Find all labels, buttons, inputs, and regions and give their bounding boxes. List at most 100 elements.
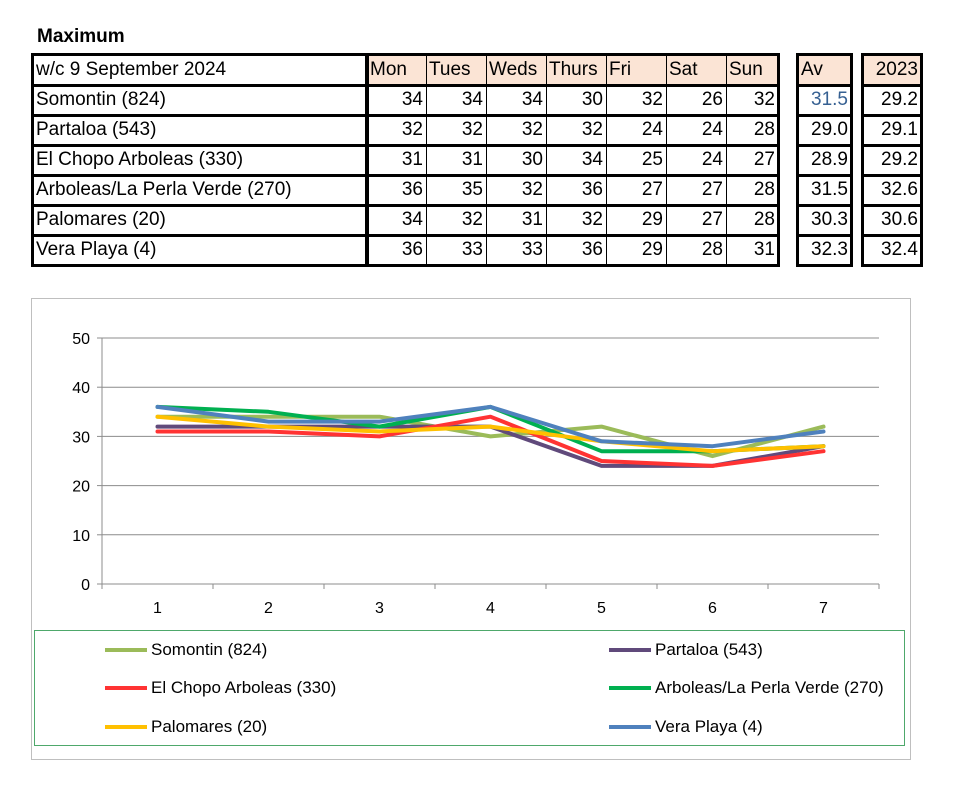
average-header: Av [798, 56, 851, 84]
row-divider [863, 174, 921, 177]
x-tick-label: 7 [819, 600, 828, 617]
table-cell-value: 33 [461, 239, 483, 260]
legend-item: El Chopo Arboleas (330) [105, 678, 337, 698]
station-name: Palomares (20) [36, 209, 166, 230]
y-tick-label: 50 [72, 331, 90, 348]
series-line-palomares-20 [155, 414, 826, 454]
table-cell-value: 33 [521, 239, 543, 260]
table-cell-value: 30 [521, 149, 543, 170]
average-value: 31.5 [811, 179, 848, 200]
row-divider [863, 144, 921, 147]
table-cell-value: 28 [753, 179, 775, 200]
y-tick-label: 40 [72, 380, 90, 397]
legend-label: Palomares (20) [151, 717, 268, 736]
legend-item: Arboleas/La Perla Verde (270) [609, 678, 884, 698]
legend-label: Vera Playa (4) [655, 717, 763, 736]
table-cell-value: 27 [701, 209, 723, 230]
row-divider [33, 144, 778, 147]
table-cell-value: 35 [461, 179, 483, 200]
year-2023-value: 32.6 [881, 179, 918, 200]
legend-item: Partaloa (543) [609, 640, 763, 660]
legend-swatch [105, 648, 147, 652]
year-2023-value: 29.1 [881, 119, 918, 140]
year-2023-value: 29.2 [881, 149, 918, 170]
row-divider [798, 174, 851, 177]
table-cell-value: 32 [521, 119, 543, 140]
table-cell-value: 30 [581, 89, 603, 110]
y-tick-label: 20 [72, 479, 90, 496]
page-title: Maximum [37, 26, 125, 47]
table-cell-value: 27 [701, 179, 723, 200]
legend-item: Somontin (824) [105, 640, 268, 660]
series-line-vera-playa-4 [155, 404, 826, 449]
series-line-somontin-824 [155, 414, 826, 459]
table-cell-value: 31 [521, 209, 543, 230]
legend-label: Somontin (824) [151, 640, 268, 659]
legend-swatch [609, 686, 651, 690]
table-cell-value: 34 [461, 89, 483, 110]
day-header-weds: Weds [486, 56, 546, 84]
legend-item: Palomares (20) [105, 717, 268, 737]
chart-area: 0 10 20 30 40 50 1 2 3 4 5 6 7 [31, 298, 911, 760]
table-cell-value: 32 [401, 119, 423, 140]
table-cell-value: 32 [753, 89, 775, 110]
row-divider [798, 114, 851, 117]
table-cell-value: 27 [753, 149, 775, 170]
station-name: Partaloa (543) [36, 119, 157, 140]
table-cell-value: 29 [641, 239, 663, 260]
column-divider [486, 55, 487, 265]
table-cell-value: 34 [401, 89, 423, 110]
column-divider [426, 55, 427, 265]
legend-swatch [609, 648, 651, 652]
table-cell-value: 36 [401, 179, 423, 200]
year-2023-value: 32.4 [881, 239, 918, 260]
table-cell-value: 28 [753, 119, 775, 140]
table-cell-value: 34 [401, 209, 423, 230]
station-name: Arboleas/La Perla Verde (270) [36, 179, 292, 200]
day-header-mon: Mon [367, 56, 426, 84]
table-cell-value: 32 [641, 89, 663, 110]
day-header-sun: Sun [726, 56, 778, 84]
table-cell-value: 36 [401, 239, 423, 260]
row-divider [33, 84, 778, 87]
table-cell-value: 36 [581, 179, 603, 200]
table-cell-value: 28 [701, 239, 723, 260]
year-2023-value: 29.2 [881, 89, 918, 110]
day-header-fri: Fri [606, 56, 666, 84]
day-header-sat: Sat [666, 56, 726, 84]
average-value: 29.0 [811, 119, 848, 140]
column-divider [726, 55, 727, 265]
week-label: w/c 9 September 2024 [36, 59, 227, 80]
chart-legend: Somontin (824) Partaloa (543) El Chopo Arb… [34, 630, 905, 746]
row-divider [798, 204, 851, 207]
year-header: 2023 [863, 56, 921, 84]
row-divider [798, 144, 851, 147]
table-cell-value: 24 [641, 119, 663, 140]
x-tick-label: 6 [708, 600, 717, 617]
table-cell-value: 29 [641, 209, 663, 230]
legend-swatch [105, 725, 147, 729]
table-cell-value: 34 [521, 89, 543, 110]
average-value: 28.9 [811, 149, 848, 170]
series-line-el-chopo-arboleas-330 [155, 414, 826, 468]
year-2023-value: 30.6 [881, 209, 918, 230]
x-tick-label: 4 [486, 600, 495, 617]
column-divider [546, 55, 547, 265]
table-cell-value: 24 [701, 149, 723, 170]
x-tick-label: 2 [264, 600, 273, 617]
row-divider [798, 234, 851, 237]
legend-label: El Chopo Arboleas (330) [151, 678, 337, 697]
table-cell-value: 31 [461, 149, 483, 170]
legend-label: Partaloa (543) [655, 640, 763, 659]
legend-swatch [105, 686, 147, 690]
table-cell-value: 31 [753, 239, 775, 260]
table-cell-value: 32 [461, 209, 483, 230]
row-divider [863, 204, 921, 207]
table-cell-value: 34 [581, 149, 603, 170]
row-divider [863, 234, 921, 237]
row-divider [33, 204, 778, 207]
column-divider [666, 55, 667, 265]
row-divider [798, 84, 851, 87]
table-cell-value: 32 [581, 119, 603, 140]
y-tick-label: 0 [81, 577, 90, 594]
